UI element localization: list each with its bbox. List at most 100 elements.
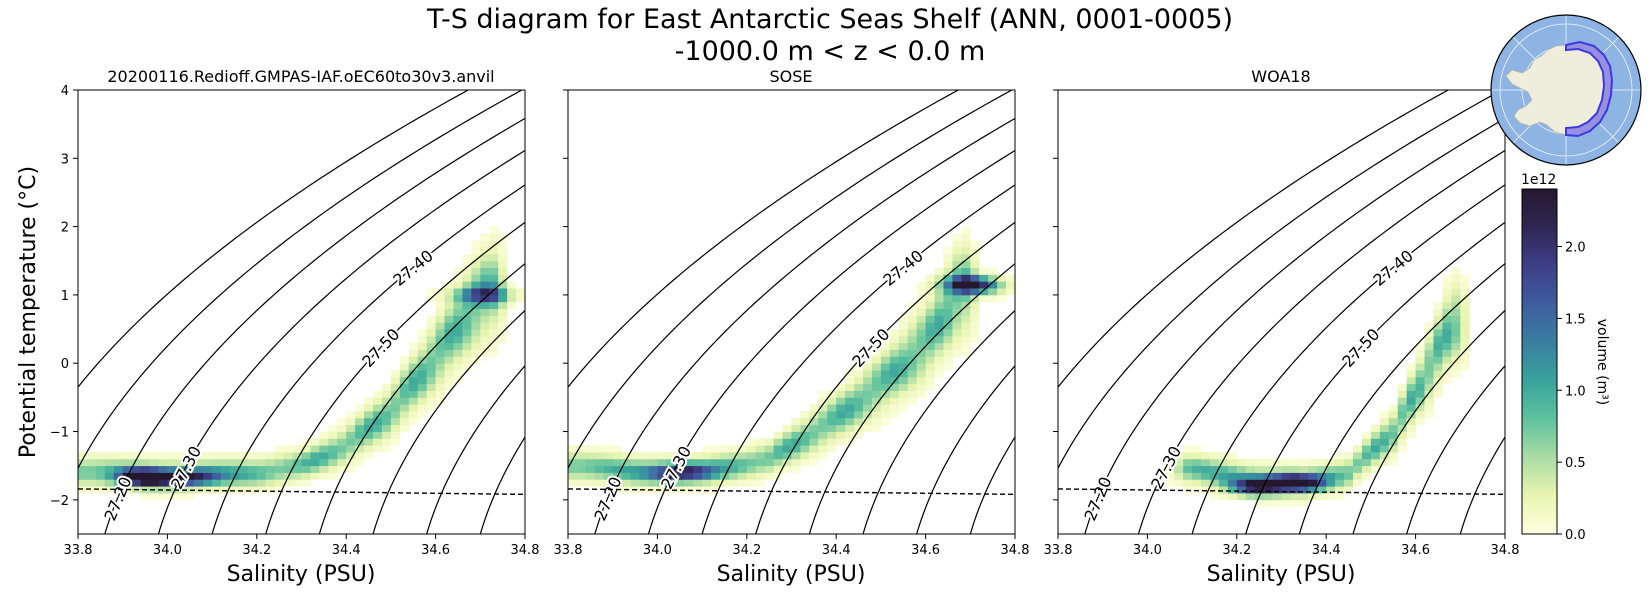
heatmap-cell xyxy=(480,308,490,316)
heatmap-cell xyxy=(462,315,472,323)
heatmap-cell xyxy=(238,465,249,473)
heatmap-cell xyxy=(203,472,213,480)
heatmap-cell xyxy=(390,397,401,405)
heatmap-cell xyxy=(78,465,88,473)
heatmap-cell xyxy=(916,370,926,378)
heatmap-cell xyxy=(1218,472,1229,480)
heatmap-cell xyxy=(925,308,935,316)
heatmap-cell xyxy=(702,486,712,494)
heatmap-cell xyxy=(489,308,499,316)
heatmap-cell xyxy=(1442,376,1452,385)
heatmap-cell xyxy=(408,397,419,405)
heatmap-cell xyxy=(889,390,900,398)
heatmap-cell xyxy=(845,424,855,432)
heatmap-cell xyxy=(943,253,953,262)
heatmap-cell xyxy=(238,486,249,494)
heatmap-cell xyxy=(498,308,508,316)
panel-sose-xaxis: 33.8 34.0 34.2 34.4 34.6 34.8 xyxy=(554,534,1029,558)
heatmap-cell xyxy=(827,438,837,446)
heatmap-cell xyxy=(104,458,115,467)
heatmap-cell xyxy=(568,465,578,473)
heatmap-cell xyxy=(863,376,873,385)
x-tick-label: 34.0 xyxy=(153,543,182,558)
heatmap-cell xyxy=(1209,479,1220,487)
heatmap-cell xyxy=(408,383,419,391)
heatmap-cell xyxy=(854,404,864,412)
heatmap-cell xyxy=(880,390,891,398)
heatmap-cell xyxy=(78,479,88,487)
heatmap-cell xyxy=(1451,294,1461,303)
heatmap-cell xyxy=(471,294,481,303)
heatmap-cell xyxy=(95,452,106,460)
heatmap-cell xyxy=(952,281,962,289)
heatmap-cell xyxy=(970,281,980,289)
heatmap-cell xyxy=(131,458,141,467)
heatmap-cell xyxy=(78,452,88,460)
heatmap-cell xyxy=(1433,356,1443,364)
heatmap-cell xyxy=(1272,465,1282,473)
heatmap-cell xyxy=(444,281,454,289)
heatmap-cell xyxy=(292,472,302,480)
heatmap-cell xyxy=(364,445,374,453)
heatmap-cell xyxy=(86,472,97,480)
heatmap-cell xyxy=(1281,486,1291,494)
heatmap-cell xyxy=(274,465,285,473)
heatmap-cell xyxy=(818,404,828,412)
density-contour xyxy=(78,90,523,470)
heatmap-cell xyxy=(489,288,499,296)
heatmap-cell xyxy=(943,363,953,371)
heatmap-cell xyxy=(435,308,445,316)
heatmap-cell xyxy=(203,479,213,487)
heatmap-cell xyxy=(444,363,454,371)
heatmap-cell xyxy=(390,417,401,426)
heatmap-cell xyxy=(346,452,356,460)
heatmap-cell xyxy=(221,465,231,473)
heatmap-cell xyxy=(576,445,587,453)
heatmap-cell xyxy=(194,465,204,473)
heatmap-cell xyxy=(1218,465,1229,473)
heatmap-cell xyxy=(113,472,124,480)
heatmap-cell xyxy=(702,452,712,460)
heatmap-cell xyxy=(791,465,801,473)
heatmap-cell xyxy=(381,445,392,453)
density-contour xyxy=(1058,90,1449,389)
heatmap-cell xyxy=(791,431,801,439)
heatmap-cell xyxy=(229,479,240,487)
heatmap-cell xyxy=(871,370,882,378)
heatmap-cell xyxy=(755,458,766,467)
heatmap-cell xyxy=(426,370,436,378)
heatmap-cell xyxy=(1272,499,1282,508)
heatmap-cell xyxy=(471,342,481,350)
heatmap-cell xyxy=(328,472,338,480)
heatmap-cell xyxy=(462,274,472,282)
heatmap-cell xyxy=(1174,458,1184,467)
heatmap-cell xyxy=(1433,342,1443,350)
heatmap-cell xyxy=(247,479,258,487)
heatmap-cell xyxy=(845,390,855,398)
heatmap-cell xyxy=(952,301,962,309)
heatmap-cell xyxy=(997,288,1007,296)
heatmap-cell xyxy=(952,233,962,241)
heatmap-cell xyxy=(408,370,419,378)
heatmap-cell xyxy=(131,465,141,473)
heatmap-cell xyxy=(1299,493,1309,501)
heatmap-cell xyxy=(728,445,739,453)
heatmap-cell xyxy=(417,383,428,391)
heatmap-cell xyxy=(943,294,953,303)
contour-label: 27.40 xyxy=(1370,246,1417,290)
heatmap-cell xyxy=(898,363,909,371)
heatmap-cell xyxy=(1406,363,1416,371)
heatmap-cell xyxy=(952,247,962,255)
heatmap-cell xyxy=(462,253,472,262)
heatmap-cell xyxy=(603,452,614,460)
heatmap-cell xyxy=(1379,452,1390,460)
heatmap-cell xyxy=(1326,458,1336,467)
heatmap-cell xyxy=(952,315,962,323)
heatmap-cell xyxy=(854,411,864,419)
heatmap-cell xyxy=(1424,356,1434,364)
heatmap-cell xyxy=(782,445,792,453)
heatmap-cell xyxy=(800,431,810,439)
heatmap-cell xyxy=(489,281,499,289)
heatmap-cell xyxy=(800,438,810,446)
heatmap-cell xyxy=(961,288,971,296)
